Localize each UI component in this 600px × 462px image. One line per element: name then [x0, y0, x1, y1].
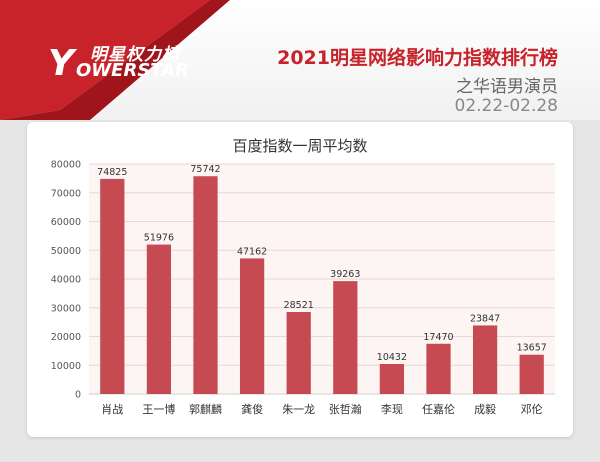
chart-title: 百度指数一周平均数	[232, 137, 367, 155]
date-range: 02.22-02.28	[454, 96, 558, 116]
y-axis: 0 10000 20000 30000 40000 50000 60000 70000 8000…	[51, 160, 81, 401]
page-subtitle: 之华语男演员	[456, 77, 558, 97]
data-label: 75742	[190, 164, 220, 175]
data-label: 28521	[284, 300, 314, 311]
x-tick-label: 龚俊	[241, 402, 263, 416]
x-tick-label: 邓伦	[521, 402, 543, 416]
x-tick-label: 任嘉伦	[422, 402, 455, 416]
page-title: 2021明星网络影响力指数排行榜	[277, 47, 558, 69]
x-tick-label: 朱一龙	[282, 403, 315, 416]
y-tick-label: 70000	[51, 188, 81, 199]
y-tick-label: 20000	[51, 332, 81, 343]
bar	[426, 343, 451, 394]
y-tick-label: 60000	[51, 217, 81, 228]
x-axis: 肖战 王一博 郭麒麟 龚俊 朱一龙 张哲瀚 李现 任嘉伦 成毅 邓伦	[101, 402, 542, 416]
y-tick-label: 40000	[51, 275, 81, 286]
data-label: 74825	[97, 167, 127, 178]
bar	[286, 312, 311, 394]
bar	[519, 354, 544, 394]
logo-chinese-text: 明星权力榜	[90, 45, 180, 65]
data-label: 17470	[423, 332, 453, 343]
y-tick-label: 50000	[51, 246, 81, 257]
red-banner-shape	[0, 0, 210, 120]
bars	[100, 176, 544, 394]
x-tick-label: 李现	[381, 402, 403, 416]
x-tick-label: 王一博	[142, 403, 175, 416]
x-tick-label: 张哲瀚	[329, 402, 362, 416]
logo-mark: Y	[48, 43, 75, 84]
data-label: 10432	[377, 352, 407, 363]
chart-card: 百度指数一周平均数 0 10000 20000 30000 40000 50000 6000…	[27, 122, 573, 437]
bar	[100, 178, 125, 394]
red-banner-shadow	[0, 0, 230, 120]
logo-english-text: OWERSTAR	[76, 60, 189, 81]
bar	[239, 258, 265, 394]
data-label: 51976	[144, 233, 174, 244]
bar	[472, 325, 498, 394]
data-label: 13657	[517, 343, 547, 354]
x-tick-label: 肖战	[101, 402, 123, 416]
y-tick-label: 10000	[51, 361, 81, 372]
data-labels: 74825 51976 75742 47162 28521 39263 10432 17470…	[97, 164, 547, 363]
data-label: 23847	[470, 313, 500, 324]
data-label: 47162	[237, 246, 267, 257]
x-tick-label: 成毅	[474, 402, 496, 416]
y-tick-label: 30000	[51, 303, 81, 314]
bar-chart: 百度指数一周平均数 0 10000 20000 30000 40000 50000 6000…	[51, 137, 555, 416]
bar	[193, 176, 218, 394]
y-tick-label: 0	[75, 390, 81, 401]
x-tick-label: 郭麒麟	[189, 402, 222, 416]
y-tick-label: 80000	[51, 160, 81, 171]
bar	[333, 281, 358, 394]
bar	[379, 364, 405, 394]
bar	[146, 244, 172, 394]
data-label: 39263	[330, 269, 360, 280]
